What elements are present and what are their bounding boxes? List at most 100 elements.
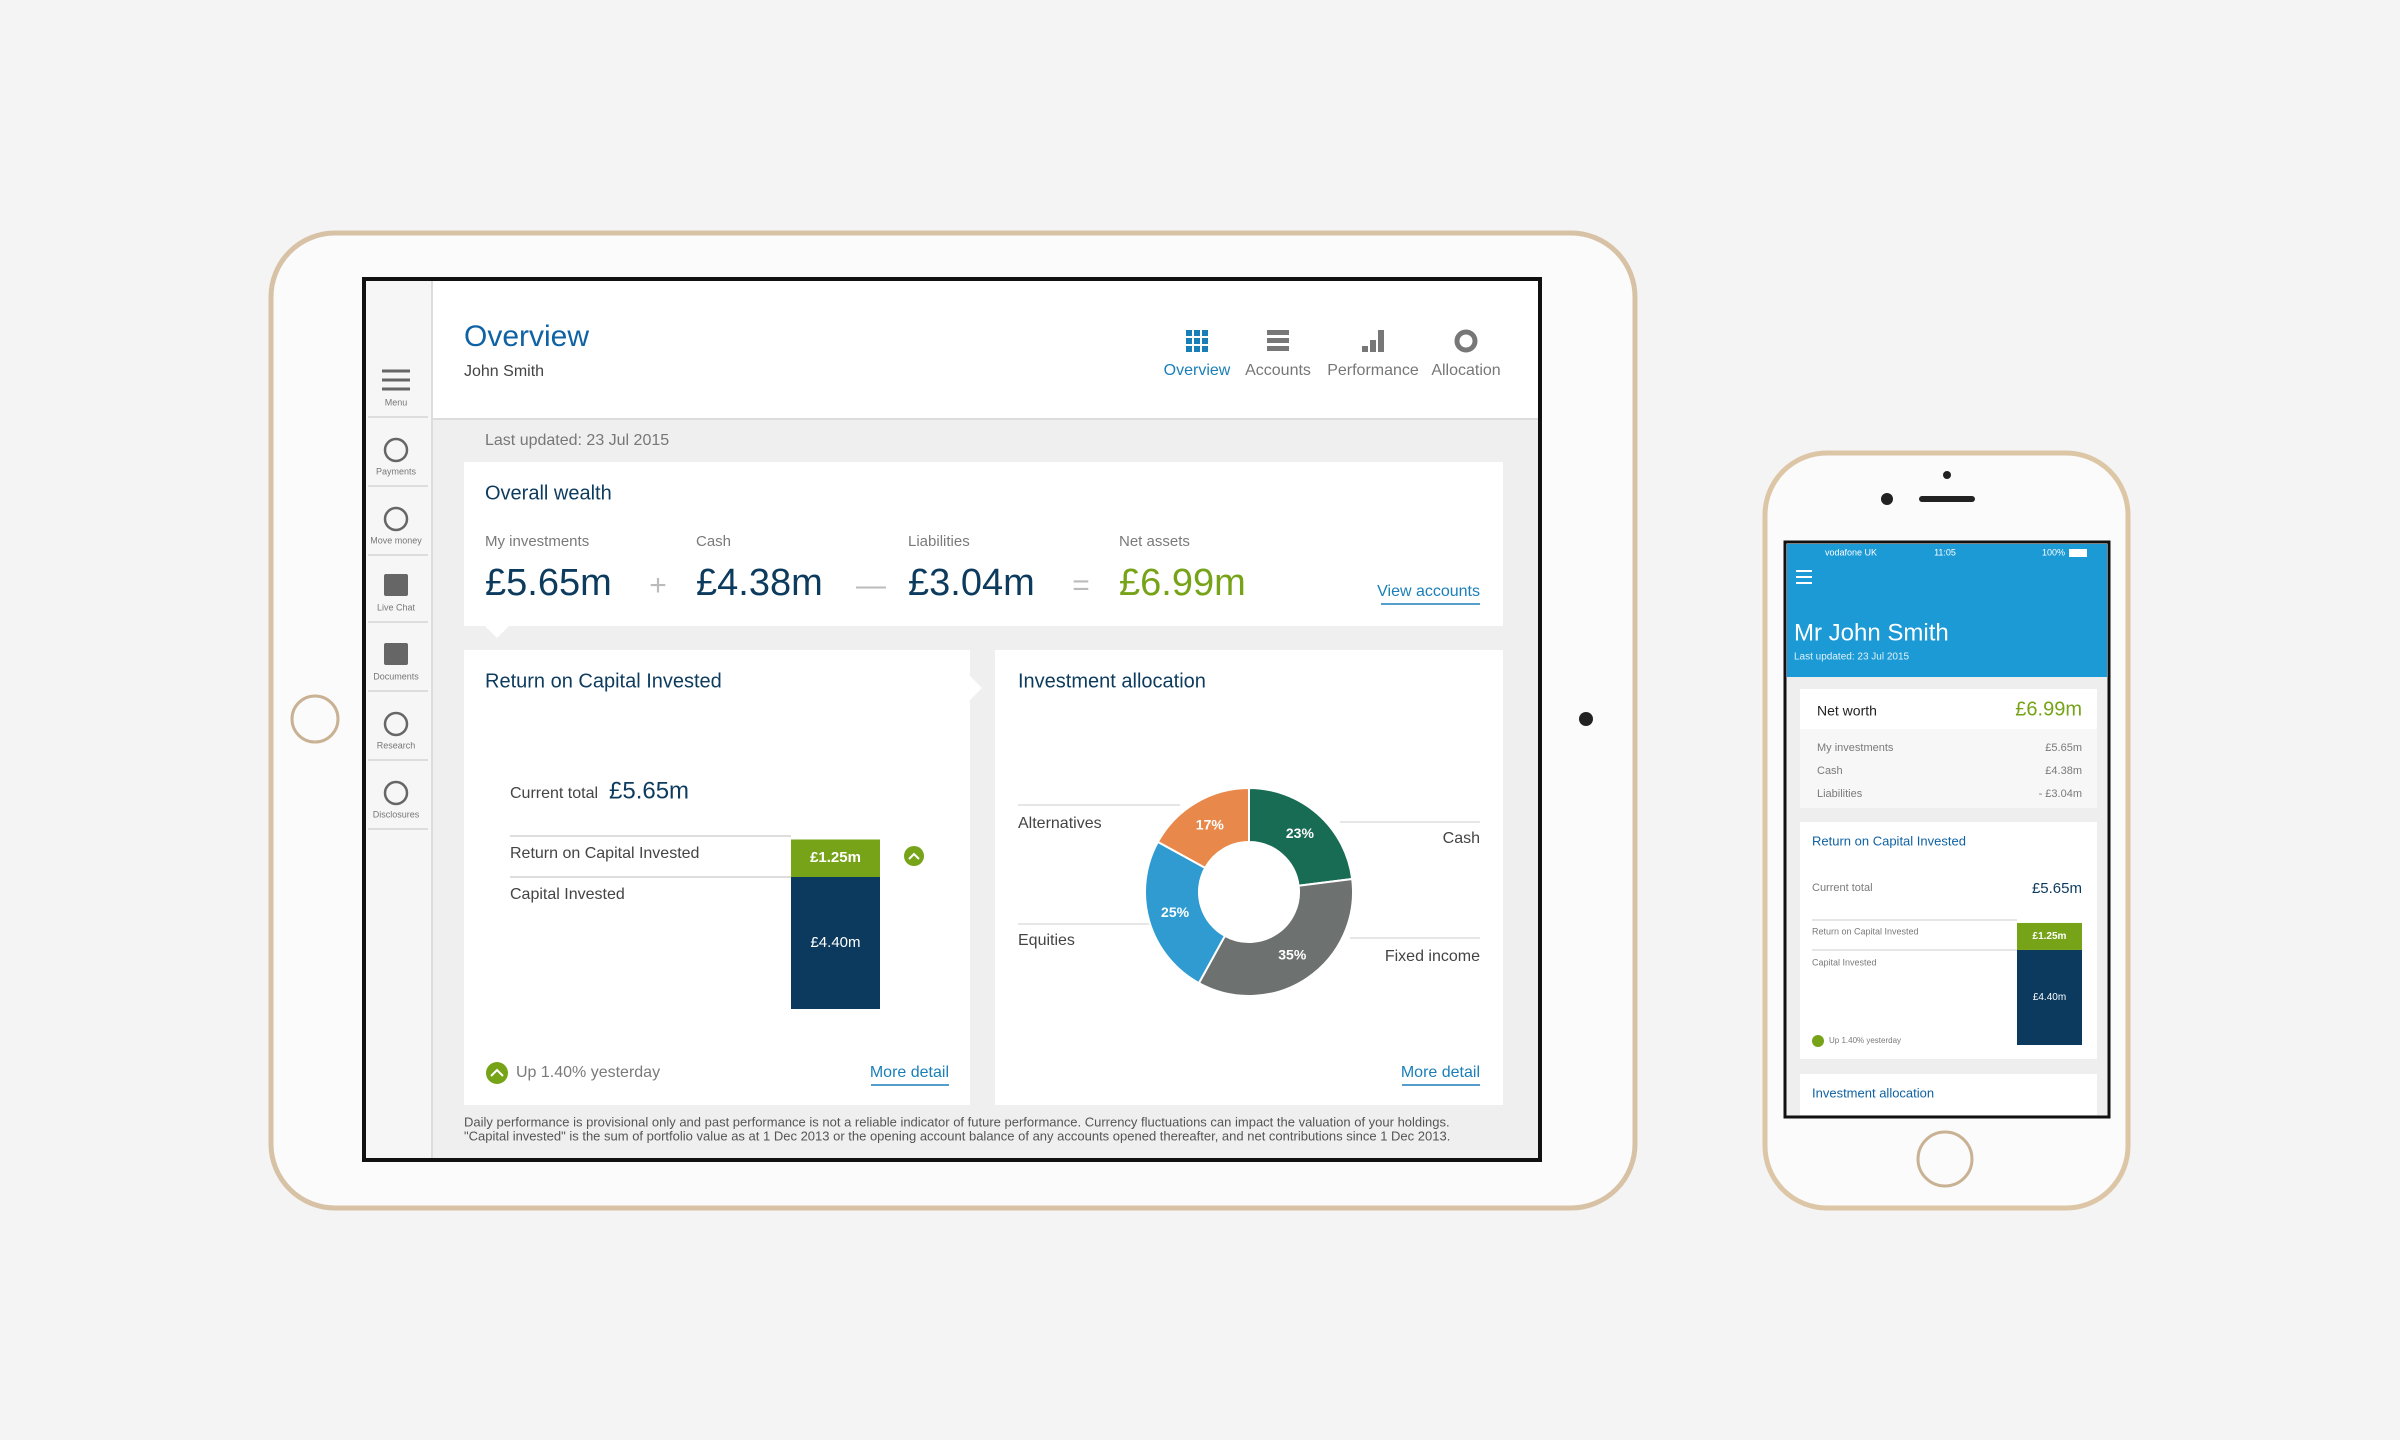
- tab-icon: [1267, 346, 1289, 351]
- current-value: £5.65m: [609, 777, 689, 804]
- wealth-label: Net assets: [1119, 533, 1190, 550]
- phone-speaker: [1919, 496, 1975, 502]
- donut-label: 17%: [1196, 816, 1225, 832]
- card-title: Return on Capital Invested: [485, 670, 722, 692]
- networth-header: [1800, 689, 2097, 729]
- disclaimer: Daily performance is provisional only an…: [464, 1114, 1450, 1129]
- link[interactable]: More detail: [870, 1064, 949, 1081]
- donut-segment: [1144, 840, 1227, 985]
- card-title: Investment allocation: [1812, 1085, 1934, 1100]
- wealth-label: My investments: [485, 533, 589, 550]
- disclaimer: "Capital invested" is the sum of portfol…: [464, 1128, 1450, 1143]
- bar-label: £4.40m: [2033, 992, 2066, 1003]
- sidebar-label: Menu: [385, 397, 408, 407]
- change-text: Up 1.40% yesterday: [516, 1064, 660, 1081]
- networth-row-label: Cash: [1817, 765, 1843, 777]
- phone-sensor: [1943, 471, 1951, 479]
- tab[interactable]: Performance: [1327, 362, 1419, 379]
- row-label: Capital Invested: [510, 886, 625, 903]
- networth-row-label: Liabilities: [1817, 788, 1863, 800]
- allocation-card: [995, 650, 1503, 1105]
- tab-icon: [1186, 346, 1192, 352]
- tab-icon: [1370, 340, 1376, 352]
- donut-segment: [1248, 786, 1354, 887]
- donut-label: 23%: [1286, 825, 1315, 841]
- card-title: Return on Capital Invested: [1812, 833, 1966, 848]
- networth-row-value: £5.65m: [2045, 742, 2082, 754]
- sidebar-icon: [384, 643, 408, 665]
- up-icon-chevron: [490, 1068, 504, 1077]
- header: [433, 281, 1538, 419]
- row-label: Return on Capital Invested: [1812, 926, 1919, 936]
- up-icon: [904, 846, 924, 866]
- up-icon: [1812, 1035, 1824, 1047]
- wealth-value: £3.04m: [908, 562, 1035, 604]
- tab-icon: [1267, 330, 1289, 335]
- status-time: 11:05: [1934, 547, 1956, 557]
- wealth-value: £4.38m: [696, 562, 823, 604]
- camera: [1579, 712, 1593, 726]
- sidebar-label: Research: [377, 740, 416, 750]
- tab-icon: [1186, 330, 1192, 336]
- wealth-label: Liabilities: [908, 533, 970, 550]
- networth-row-value: - £3.04m: [2039, 788, 2082, 800]
- link[interactable]: View accounts: [1377, 583, 1480, 600]
- sidebar-icon: [383, 437, 409, 463]
- tab-icon: [1267, 338, 1289, 343]
- page-title: Overview: [464, 320, 589, 353]
- tab-icon: [1194, 330, 1200, 336]
- legend-label: Equities: [1018, 932, 1075, 949]
- networth-value: £6.99m: [2015, 698, 2082, 720]
- bar-segment: [2017, 922, 2082, 950]
- tab[interactable]: Accounts: [1245, 362, 1311, 379]
- donut-label: 25%: [1161, 904, 1190, 920]
- phone-last-updated: Last updated: 23 Jul 2015: [1794, 652, 1910, 663]
- operator: —: [856, 569, 886, 602]
- current-label: Current total: [510, 785, 598, 802]
- tab-icon: [1202, 330, 1208, 336]
- up-icon: [486, 1062, 508, 1084]
- card-pointer: [485, 626, 509, 638]
- bar-segment: [791, 839, 880, 877]
- donut-segment: [1156, 786, 1250, 870]
- tab-icon: [1202, 338, 1208, 344]
- sidebar-label: Disclosures: [373, 809, 420, 819]
- phone-name: Mr John Smith: [1794, 619, 1949, 646]
- tab-icon: [1194, 338, 1200, 344]
- home-button: [290, 694, 340, 744]
- card-title: Investment allocation: [1018, 670, 1206, 692]
- legend-label: Cash: [1443, 830, 1480, 847]
- phone-home-button: [1916, 1130, 1974, 1188]
- operator: +: [649, 569, 667, 602]
- phone-allocation-card: [1800, 1074, 2097, 1115]
- last-updated: Last updated: 23 Jul 2015: [485, 432, 669, 449]
- sidebar-icon: [383, 711, 409, 737]
- tab-icon: [1454, 329, 1478, 353]
- status-battery: 100%: [2042, 547, 2065, 557]
- networth-label: Net worth: [1817, 703, 1877, 719]
- networth-row-label: My investments: [1817, 742, 1894, 754]
- bar-label: £1.25m: [2033, 931, 2067, 942]
- tab-icon: [1378, 330, 1384, 352]
- tab-icon: [1362, 346, 1368, 352]
- tab[interactable]: Allocation: [1431, 362, 1500, 379]
- tab[interactable]: Overview: [1164, 362, 1231, 379]
- bar-label: £4.40m: [810, 934, 860, 951]
- legend-label: Fixed income: [1385, 948, 1480, 965]
- change-text: Up 1.40% yesterday: [1829, 1036, 1901, 1045]
- current-value: £5.65m: [2032, 880, 2082, 897]
- phone-camera: [1881, 493, 1893, 505]
- user-name: John Smith: [464, 363, 544, 380]
- tab-icon: [1186, 338, 1192, 344]
- networth-row-value: £4.38m: [2045, 765, 2082, 777]
- card-title: Overall wealth: [485, 482, 612, 504]
- bar-segment: [2017, 949, 2082, 1045]
- status-carrier: vodafone UK: [1825, 547, 1877, 557]
- link[interactable]: More detail: [1401, 1064, 1480, 1081]
- row-label: Return on Capital Invested: [510, 845, 699, 862]
- wealth-value: £5.65m: [485, 562, 612, 604]
- wealth-label: Cash: [696, 533, 731, 550]
- card-pointer: [970, 676, 982, 700]
